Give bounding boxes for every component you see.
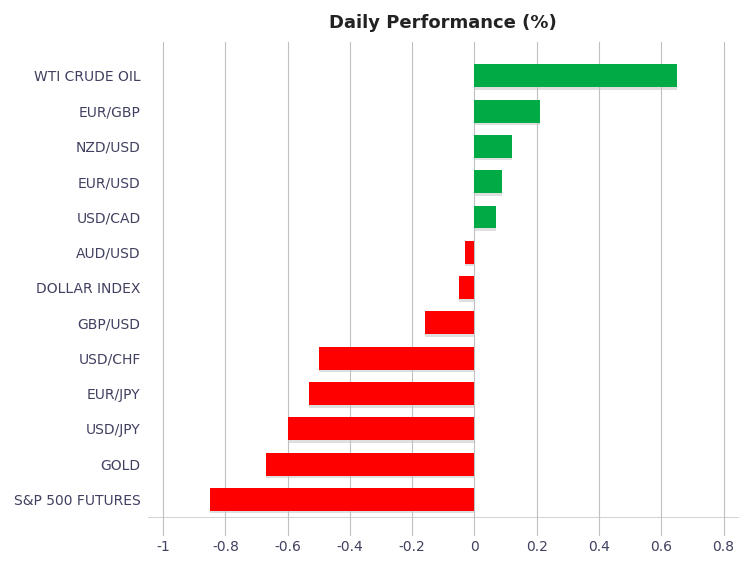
Bar: [425, 314, 474, 337]
Bar: [266, 453, 474, 475]
Bar: [288, 420, 474, 443]
Bar: [474, 173, 502, 195]
Bar: [319, 347, 474, 370]
Bar: [210, 488, 474, 511]
Bar: [459, 279, 474, 302]
Bar: [288, 417, 474, 440]
Bar: [459, 276, 474, 299]
Bar: [474, 170, 502, 193]
Bar: [425, 311, 474, 335]
Bar: [474, 137, 512, 160]
Title: Daily Performance (%): Daily Performance (%): [330, 14, 557, 32]
Bar: [474, 64, 677, 87]
Bar: [309, 385, 474, 407]
Bar: [474, 66, 677, 90]
Bar: [474, 99, 540, 123]
Bar: [474, 102, 540, 125]
Bar: [465, 241, 474, 264]
Bar: [210, 491, 474, 513]
Bar: [465, 243, 474, 266]
Bar: [309, 382, 474, 405]
Bar: [474, 206, 496, 228]
Bar: [474, 208, 496, 231]
Bar: [266, 455, 474, 478]
Bar: [474, 135, 512, 158]
Bar: [319, 349, 474, 372]
